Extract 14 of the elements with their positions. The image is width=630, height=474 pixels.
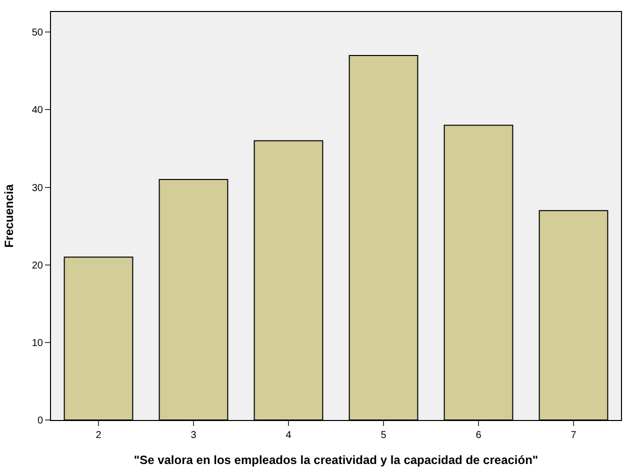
y-tick-label: 20	[32, 260, 44, 272]
x-tick-label: 3	[190, 430, 197, 441]
x-tick-label: 7	[570, 430, 577, 441]
x-tick-label: 5	[380, 430, 387, 441]
y-tick-label: 40	[32, 105, 44, 116]
x-tick-label: 4	[286, 430, 292, 441]
x-axis-title: "Se valora en los empleados la creatividad y la capacidad de creación"	[134, 452, 538, 467]
y-tick-label: 50	[32, 28, 44, 39]
y-tick-label: 0	[37, 416, 44, 426]
x-tick-label: 6	[476, 430, 482, 441]
y-axis-title: Frecuencia	[2, 184, 16, 248]
x-tick-label: 2	[96, 430, 102, 441]
y-tick-label: 30	[32, 182, 44, 194]
y-tick-label: 10	[32, 338, 44, 349]
